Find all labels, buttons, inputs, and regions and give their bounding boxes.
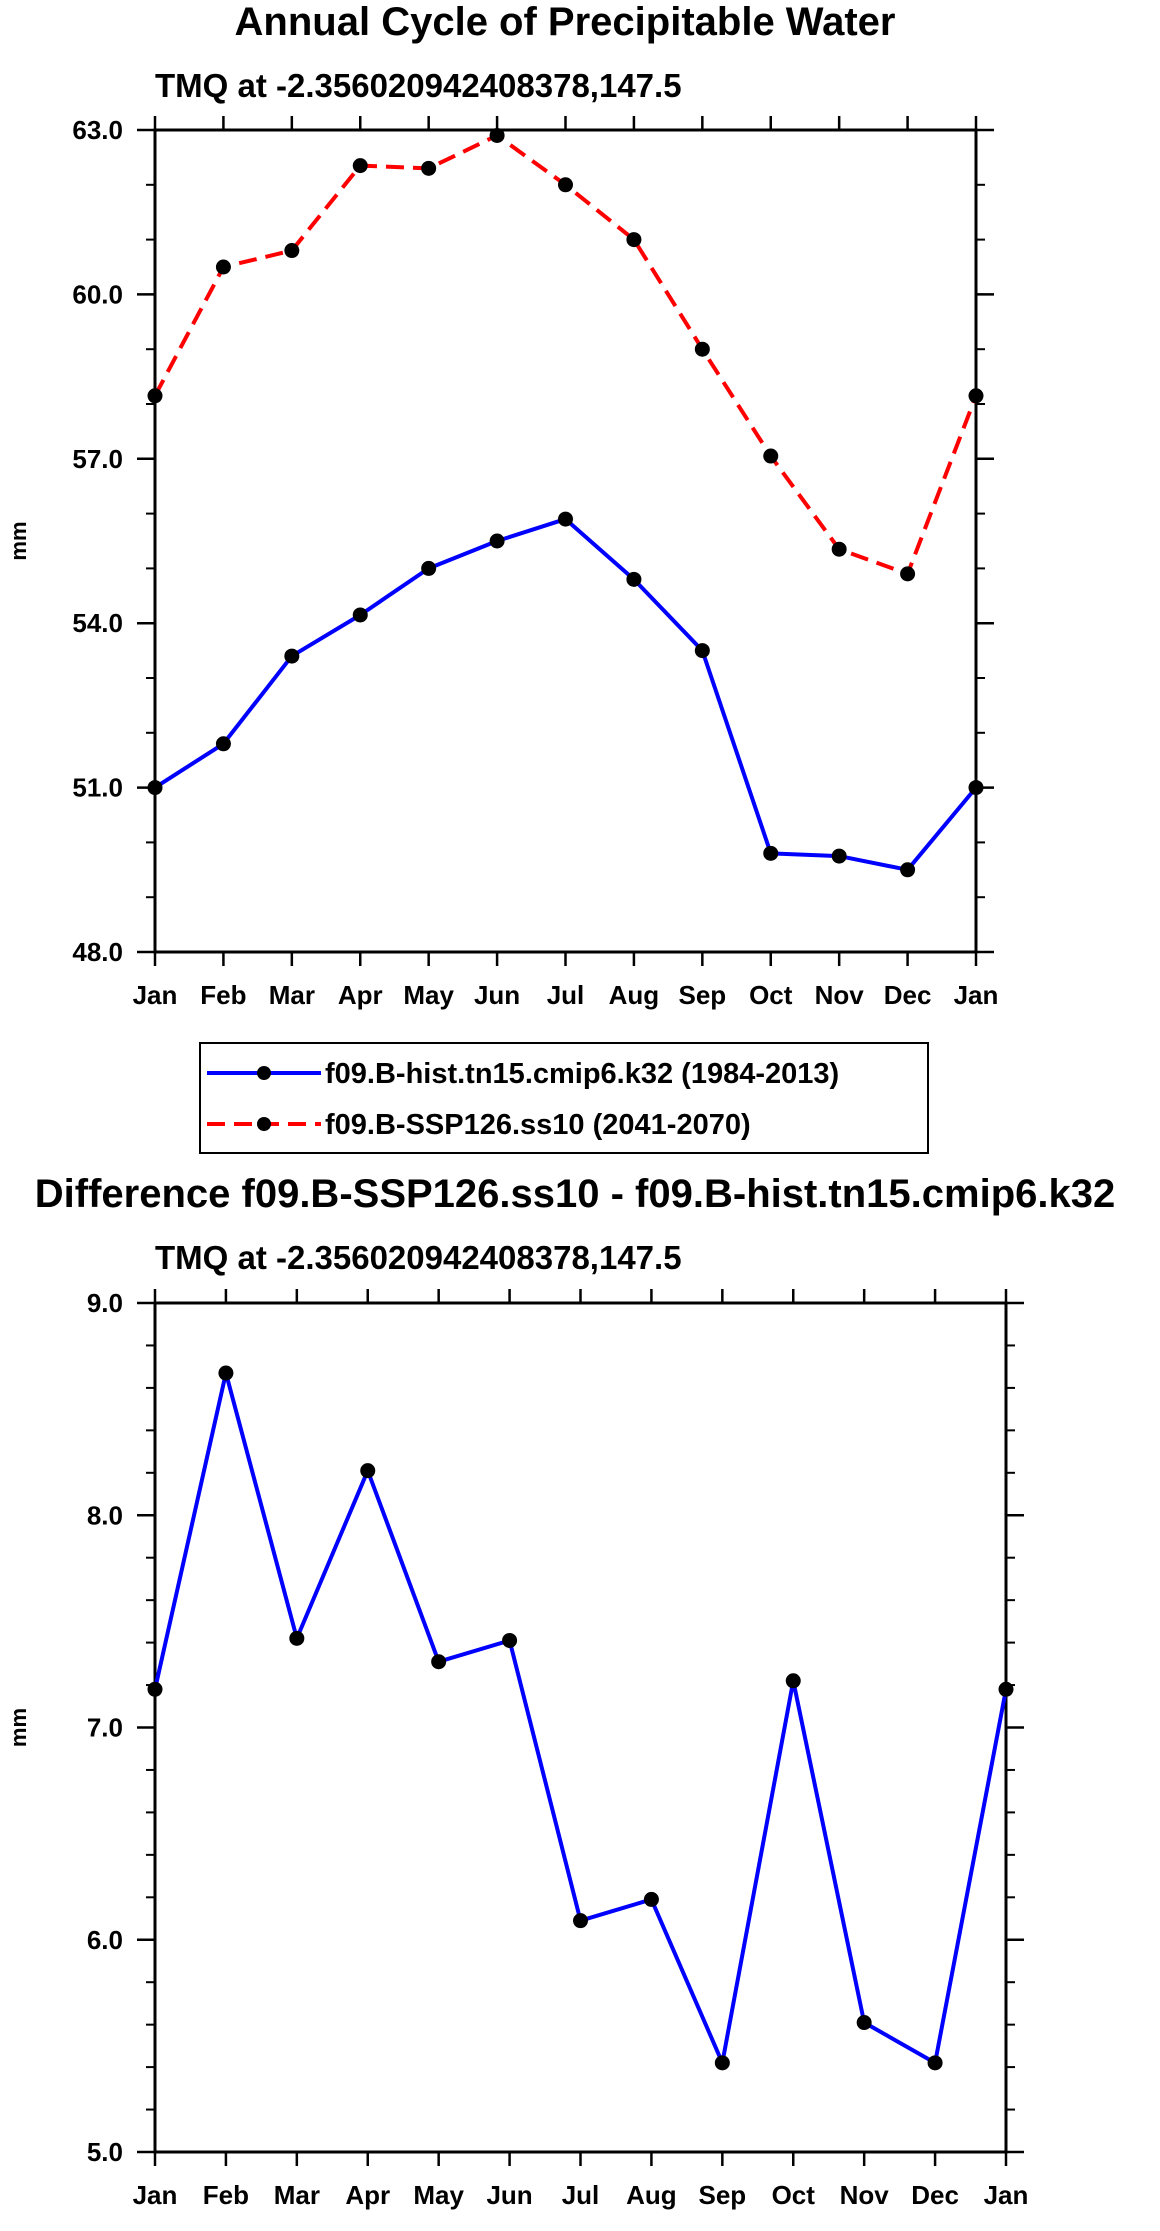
chart1-x-tick-label: Jan (954, 980, 999, 1010)
chart1-series-0-point (763, 845, 779, 861)
chart2-series-0-point (218, 1365, 234, 1381)
chart2-x-tick-label: Apr (345, 2180, 390, 2210)
chart1-x-tick-label: Dec (884, 980, 932, 1010)
chart1-subtitle: TMQ at -2.356020942408378,147.5 (155, 67, 682, 104)
chart2-series-0-line (153, 1371, 1008, 2065)
legend-label-ssp: f09.B-SSP126.ss10 (2041-2070) (325, 1109, 751, 1141)
chart1-x-tick-label: Oct (749, 980, 793, 1010)
chart1-series-0-point (968, 780, 984, 796)
chart2-x-tick-label: Mar (274, 2180, 320, 2210)
chart2-series-0-point (431, 1654, 447, 1670)
chart2-series-0-point (714, 2055, 730, 2071)
chart1-x-tick-label: Sep (678, 980, 726, 1010)
chart2-series-0-point (643, 1891, 659, 1907)
chart2-x-tick-label: Jan (133, 2180, 178, 2210)
legend-box (199, 1042, 929, 1154)
chart2-series-0-point (147, 1681, 163, 1697)
chart1-x-tick-label: Apr (338, 980, 383, 1010)
chart1-series-1-point (694, 341, 710, 357)
chart1-x-tick-label: Jul (547, 980, 585, 1010)
chart1-series-1-point (147, 388, 163, 404)
chart1-series-1-point (489, 127, 505, 143)
chart2-x-tick-label: Jan (984, 2180, 1029, 2210)
chart1-series-0-point (558, 511, 573, 527)
chart2-y-tick-label: 7.0 (87, 1713, 123, 1743)
chart2-x-tick-label: Aug (626, 2180, 677, 2210)
chart1-series-1-point (900, 566, 916, 582)
chart1-series-0-point (284, 648, 300, 664)
chart2-x-tick-label: Sep (698, 2180, 746, 2210)
chart1-series-0-line (153, 517, 978, 872)
chart1-x-tick-label: Aug (609, 980, 660, 1010)
chart2-title: Difference f09.B-SSP126.ss10 - f09.B-his… (35, 1172, 1115, 1216)
chart1-series-0-point (215, 736, 231, 752)
chart2-series-0-point (785, 1673, 801, 1689)
chart1-series-0-point (626, 571, 642, 587)
chart1-series-0-point (147, 780, 163, 796)
chart2-y-tick-label: 8.0 (87, 1500, 123, 1530)
chart1-series-0-point (831, 848, 847, 864)
chart2-series-0-point (502, 1632, 518, 1648)
chart1-series-1-point (284, 243, 300, 259)
chart2-x-tick-label: Nov (840, 2180, 890, 2210)
chart2-series-0-point (998, 1681, 1014, 1697)
chart2-subtitle: TMQ at -2.356020942408378,147.5 (155, 1239, 682, 1276)
chart2-series-0-point (289, 1630, 305, 1646)
chart1-y-tick-label: 57.0 (72, 444, 123, 474)
chart1-series-0-point (489, 533, 505, 549)
chart1-series-1-point (831, 541, 847, 557)
legend-label-hist: f09.B-hist.tn15.cmip6.k32 (1984-2013) (325, 1058, 839, 1090)
chart1-series-0-point (694, 643, 710, 659)
chart1-series-0-point (900, 862, 916, 878)
chart2-x-tick-label: Dec (911, 2180, 959, 2210)
chart2-plot: Jan Feb Mar Apr May Jun Jul Aug Sep Oct Nov Dec Jan 5… (6, 1288, 1028, 2210)
legend-marker-hist (257, 1066, 271, 1080)
chart2-y-axis-label: mm (6, 1708, 31, 1747)
chart2-series-0-point (360, 1463, 376, 1479)
chart1-y-tick-label: 51.0 (72, 773, 123, 803)
chart1-series-1-point (352, 158, 368, 174)
chart1-x-tick-label: Feb (200, 980, 246, 1010)
chart1-y-tick-label: 54.0 (72, 608, 123, 638)
chart2-x-tick-label: Jul (562, 2180, 600, 2210)
chart1-series-0-point (421, 560, 437, 576)
chart1-series-1-point (626, 232, 642, 248)
chart2-y-tick-label: 5.0 (87, 2137, 123, 2167)
chart2-x-tick-label: Feb (203, 2180, 249, 2210)
chart1-x-tick-label: Mar (269, 980, 315, 1010)
chart2-x-tick-label: Oct (772, 2180, 816, 2210)
chart1-series-1-point (763, 448, 779, 464)
chart1-series-1-line (153, 133, 978, 576)
chart2-series-0-point (573, 1913, 588, 1929)
chart1-x-tick-label: Jun (474, 980, 520, 1010)
chart1-plot: Jan Feb Mar Apr May Jun Jul Aug Sep Oct Nov Dec Jan 4… (6, 115, 998, 1010)
chart2-y-tick-label: 6.0 (87, 1925, 123, 1955)
chart2-x-tick-label: May (413, 2180, 464, 2210)
chart2-series-0-point (856, 2015, 872, 2031)
legend-marker-ssp (257, 1117, 271, 1131)
chart1-y-tick-label: 63.0 (72, 115, 123, 145)
chart1-y-tick-label: 48.0 (72, 937, 123, 967)
chart1-title: Annual Cycle of Precipitable Water (235, 0, 896, 44)
chart1-legend: f09.B-hist.tn15.cmip6.k32 (1984-2013) f0… (199, 1042, 929, 1154)
chart1-series-0-point (352, 607, 368, 623)
chart1-series-1-point (421, 160, 437, 176)
chart1-x-tick-label: Jan (133, 980, 178, 1010)
chart2-y-tick-label: 9.0 (87, 1288, 123, 1318)
chart1-series-1-point (968, 388, 984, 404)
chart1-x-tick-label: Nov (815, 980, 865, 1010)
chart1-y-tick-label: 60.0 (72, 279, 123, 309)
chart1-y-axis-label: mm (6, 521, 31, 560)
chart1-series-1-point (215, 259, 231, 275)
chart2-plot-frame (153, 1301, 1008, 2154)
chart2-x-tick-label: Jun (486, 2180, 532, 2210)
chart1-series-1-point (558, 177, 573, 193)
chart1-x-tick-label: May (403, 980, 454, 1010)
chart2-series-0-point (927, 2055, 943, 2071)
